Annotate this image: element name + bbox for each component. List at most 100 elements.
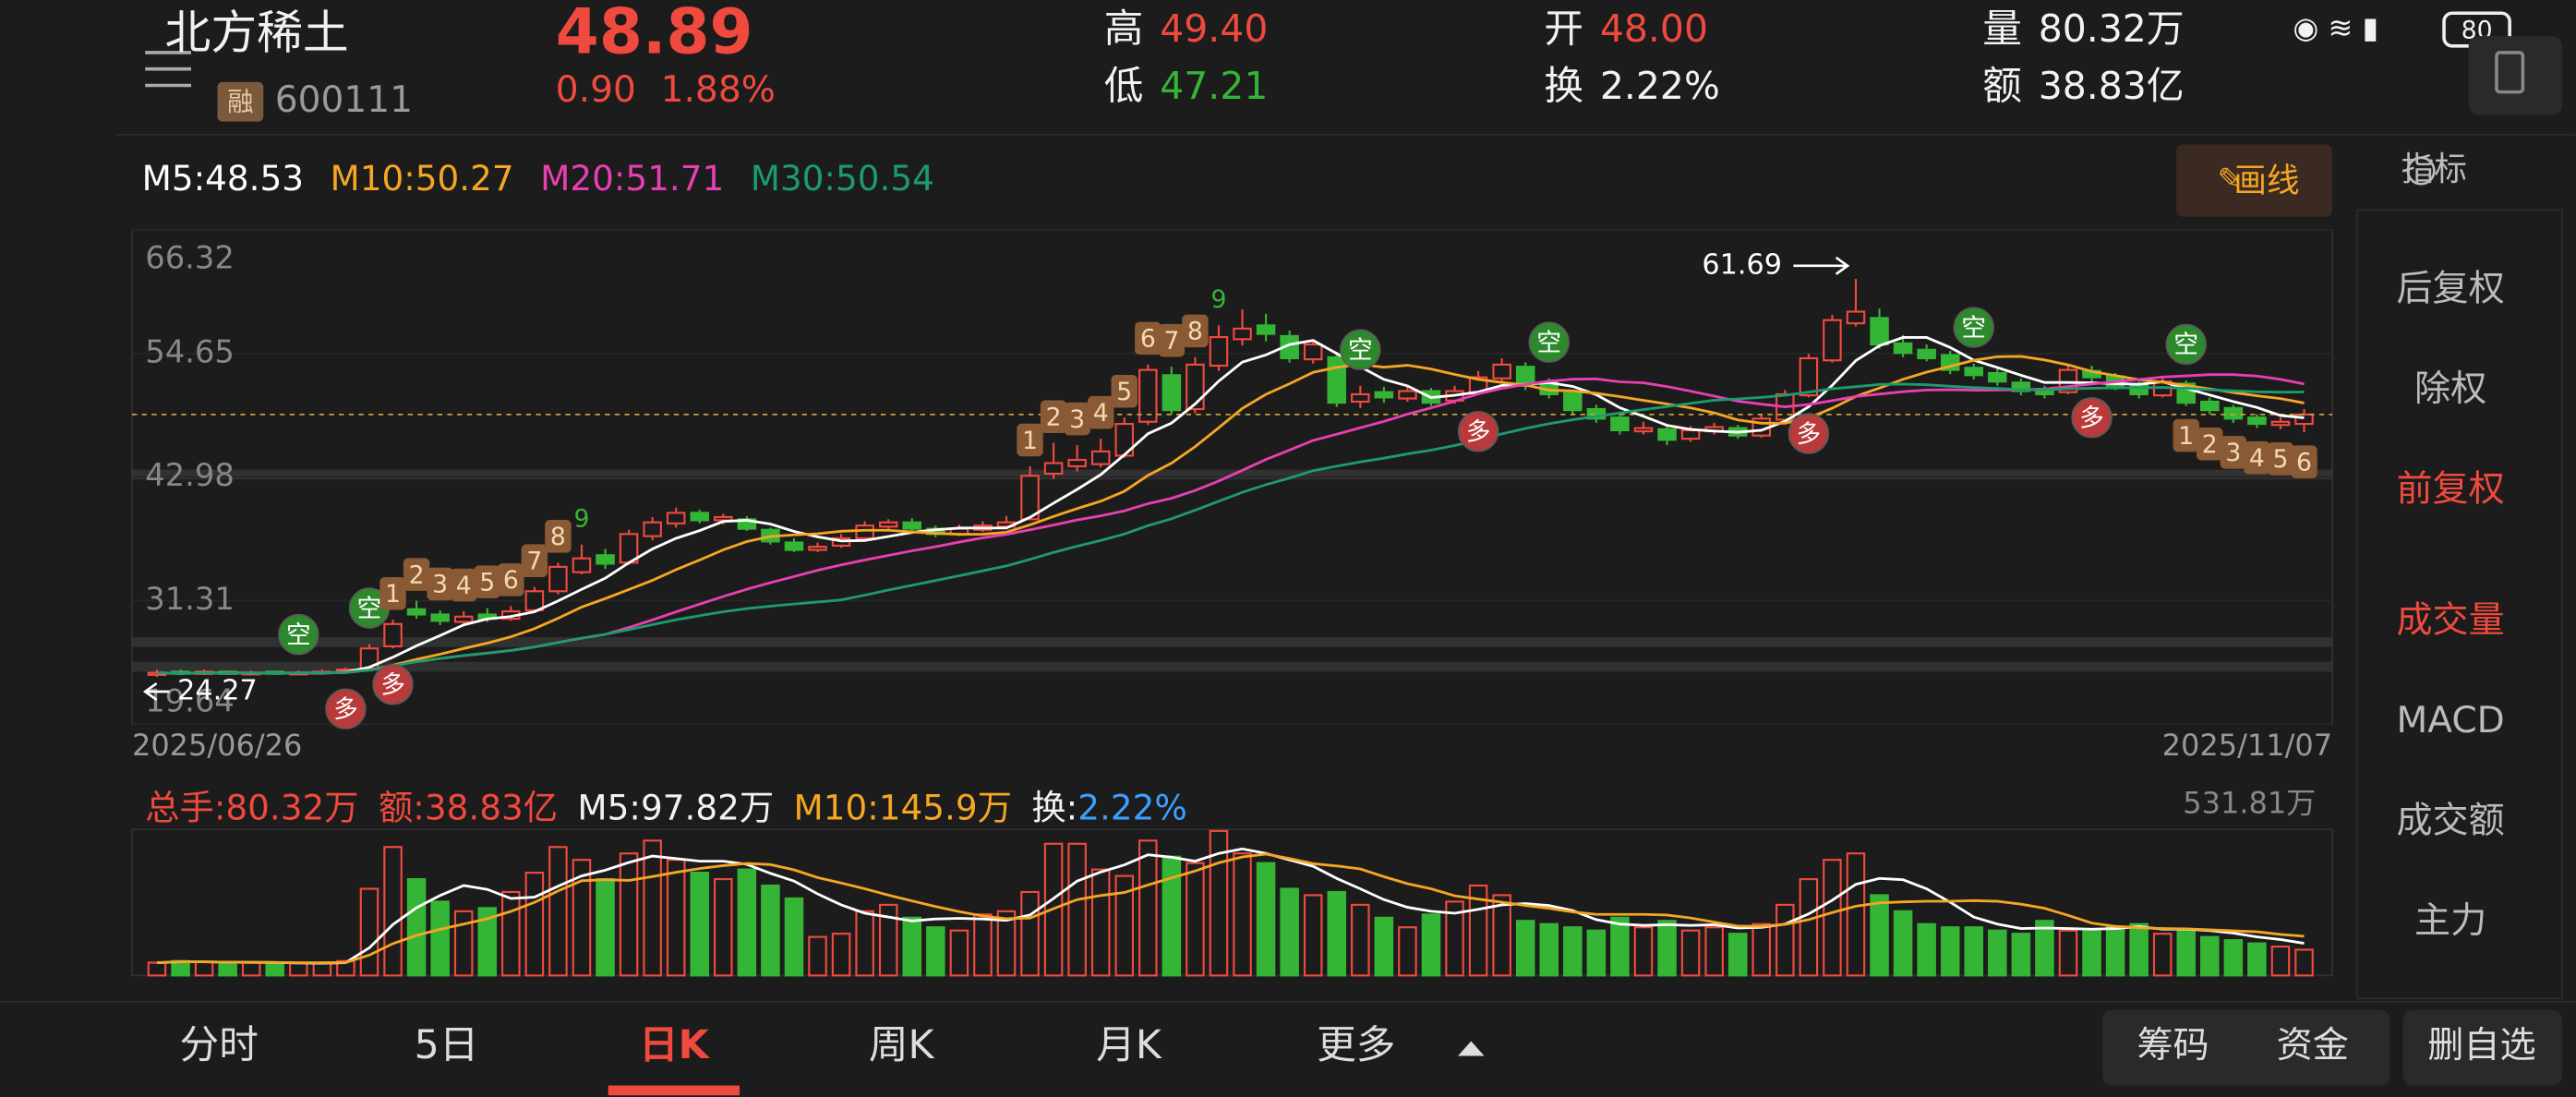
- count-badge: [521, 544, 548, 578]
- action-button[interactable]: 资金: [2277, 1025, 2349, 1067]
- volume-bar: [1799, 877, 1819, 977]
- volume-bar: [1351, 903, 1370, 977]
- tab[interactable]: 日K: [639, 1022, 711, 1068]
- count-label: 2: [1046, 404, 1062, 432]
- volume-legend-item: M5:97.82万: [577, 787, 774, 827]
- action-button[interactable]: 删自选: [2427, 1025, 2535, 1067]
- volume-bar: [312, 961, 332, 977]
- candle-body: [406, 608, 427, 616]
- volume-bar: [1186, 862, 1205, 977]
- stat-label: 开: [1544, 6, 1583, 52]
- volume-tick-label: 531.81万: [2183, 785, 2316, 820]
- side-menu-item[interactable]: 后复权: [2396, 268, 2504, 309]
- volume-bar: [2035, 920, 2054, 977]
- indicator-icon: [2406, 156, 2436, 186]
- overlay-band: [131, 637, 2333, 647]
- candle-body: [1138, 368, 1158, 423]
- volume-bar: [1445, 900, 1464, 977]
- action-button[interactable]: 筹码: [2137, 1025, 2209, 1067]
- count-label: 4: [456, 572, 472, 600]
- volume-bar: [1633, 926, 1654, 977]
- count-label: 1: [1022, 427, 1038, 455]
- tab-underline: [608, 1085, 740, 1096]
- volume-bar: [1727, 933, 1748, 977]
- count-badge: [1111, 374, 1138, 408]
- count-badge: [2291, 445, 2317, 478]
- tab[interactable]: 更多: [1317, 1022, 1395, 1068]
- count-label: 6: [503, 566, 519, 595]
- tab[interactable]: 5日: [415, 1022, 479, 1068]
- volume-bar: [596, 877, 615, 977]
- count-badge: [427, 567, 453, 601]
- count-badge: [2267, 442, 2294, 476]
- stock-code: 600111: [275, 79, 413, 121]
- volume-bar: [2011, 933, 2031, 977]
- volume-bar: [1940, 926, 1960, 977]
- volume-bar: [1020, 890, 1040, 977]
- stat-value: 48.00: [1600, 6, 1708, 51]
- candle-body: [1988, 371, 2007, 383]
- volume-bar: [406, 877, 427, 977]
- volume-bar: [2082, 929, 2101, 977]
- side-menu-item[interactable]: 主力: [2414, 900, 2486, 942]
- landscape-button[interactable]: [2468, 36, 2563, 115]
- volume-bar: [1610, 916, 1630, 977]
- candle-body: [524, 590, 545, 611]
- volume-bar: [1492, 894, 1511, 977]
- draw-label: 画线: [2233, 162, 2299, 199]
- signal-label: 空: [1961, 314, 1986, 343]
- count-badge: [1017, 423, 1043, 457]
- volume-bar: [1751, 922, 1772, 977]
- volume-bar: [996, 910, 1017, 977]
- volume-bar: [241, 961, 261, 977]
- volume-bar: [643, 839, 662, 977]
- candle-body: [1964, 367, 1984, 377]
- side-menu-item[interactable]: 成交额: [2396, 801, 2504, 842]
- ma-legend-item: M5:48.53: [142, 158, 304, 199]
- candle-body: [1374, 391, 1394, 399]
- stat-label: 量: [1982, 6, 2022, 52]
- tab[interactable]: 月K: [1096, 1022, 1162, 1068]
- menu-icon[interactable]: [145, 51, 191, 88]
- candle-body: [1657, 428, 1677, 441]
- stat-value: 2.22%: [1600, 64, 1720, 108]
- y-tick-label: 54.65: [145, 333, 235, 369]
- count-badge: [2220, 436, 2247, 469]
- volume-bar: [1138, 839, 1158, 977]
- count-label: 9: [573, 505, 589, 534]
- volume-bar: [1657, 920, 1677, 977]
- volume-bar: [1776, 903, 1795, 977]
- y-tick-label: 31.31: [145, 581, 235, 617]
- candle-body: [1233, 327, 1252, 341]
- candle-body: [784, 541, 804, 551]
- side-menu-item[interactable]: MACD: [2397, 700, 2505, 741]
- count-badge: [403, 558, 430, 591]
- annotation-arrow: [1793, 256, 1850, 275]
- count-label: 8: [550, 523, 566, 551]
- volume-bar: [1280, 887, 1299, 977]
- volume-bar: [2105, 926, 2125, 977]
- count-badge: [2173, 418, 2199, 452]
- count-label: 3: [1069, 405, 1085, 434]
- candle-body: [1680, 428, 1701, 440]
- volume-bar: [1893, 910, 1913, 977]
- draw-button[interactable]: [2176, 144, 2333, 217]
- side-menu-item[interactable]: 成交量: [2396, 600, 2504, 642]
- candle-body: [855, 524, 874, 539]
- count-label: 5: [479, 568, 495, 597]
- change-pct: 1.88%: [661, 69, 776, 111]
- volume-bar: [477, 907, 498, 977]
- signal-badge: [1528, 321, 1570, 363]
- side-menu-item[interactable]: 除权: [2414, 368, 2486, 410]
- x-date-label: 2025/11/07: [2162, 728, 2332, 763]
- volume-bar: [147, 961, 167, 977]
- signal-label: 多: [333, 695, 358, 724]
- count-badge: [1135, 321, 1162, 356]
- tab[interactable]: 周K: [869, 1022, 935, 1068]
- signal-label: 空: [2173, 331, 2198, 359]
- y-tick-label: 42.98: [145, 457, 235, 493]
- volume-bar: [1563, 926, 1583, 977]
- tab[interactable]: 分时: [180, 1022, 259, 1068]
- side-menu-item[interactable]: 前复权: [2396, 468, 2504, 510]
